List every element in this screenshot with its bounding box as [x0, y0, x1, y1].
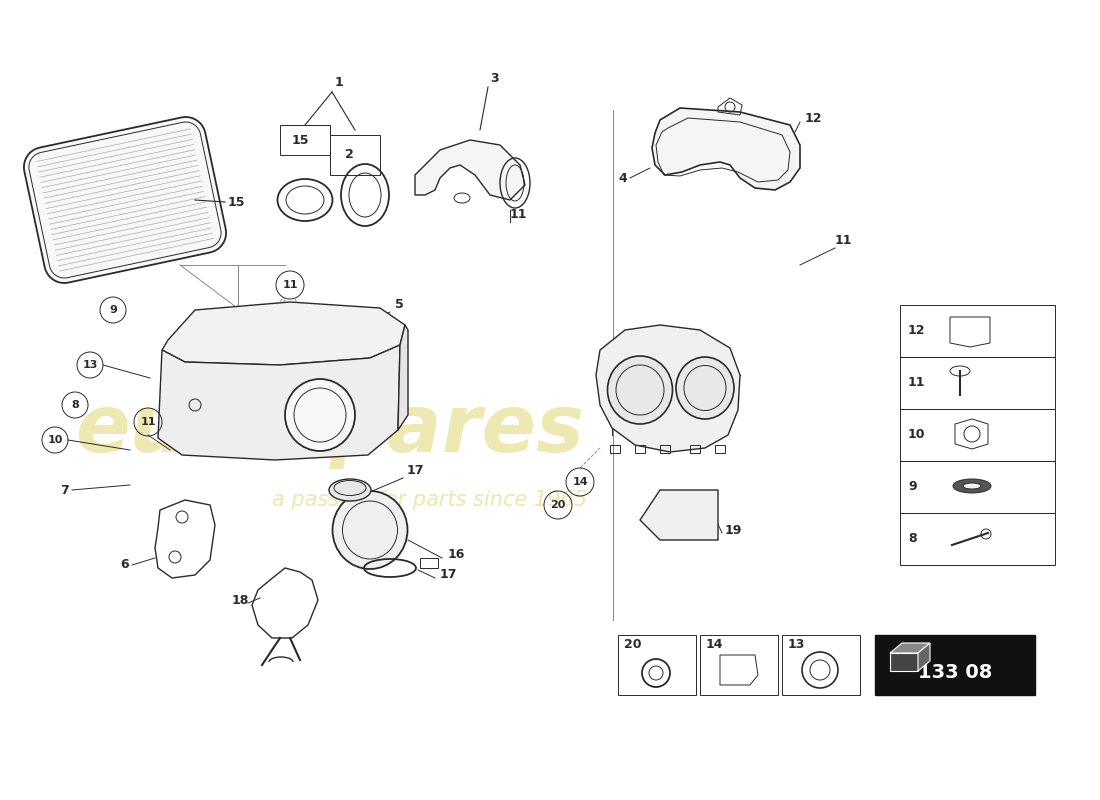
Bar: [618, 635, 696, 695]
Text: eurospares: eurospares: [76, 391, 584, 469]
Text: 15: 15: [228, 195, 245, 209]
Text: 8: 8: [908, 533, 916, 546]
Bar: [900, 357, 1055, 409]
Text: 10: 10: [908, 429, 925, 442]
Text: 5: 5: [395, 298, 404, 311]
Text: 11: 11: [283, 280, 298, 290]
Text: 8: 8: [72, 400, 79, 410]
Polygon shape: [640, 490, 718, 540]
Text: 2: 2: [345, 149, 354, 162]
Bar: [700, 635, 778, 695]
Polygon shape: [918, 643, 930, 671]
Text: a passion for parts since 1965: a passion for parts since 1965: [273, 490, 587, 510]
Ellipse shape: [962, 483, 981, 489]
Text: 18: 18: [232, 594, 250, 606]
Polygon shape: [162, 302, 405, 365]
Ellipse shape: [953, 479, 991, 493]
Text: 11: 11: [835, 234, 852, 246]
Polygon shape: [24, 117, 227, 283]
Bar: [900, 513, 1055, 565]
Text: 133 08: 133 08: [917, 663, 992, 682]
Text: 16: 16: [448, 549, 465, 562]
Bar: [900, 409, 1055, 461]
Bar: [420, 558, 438, 568]
Text: 9: 9: [908, 481, 916, 494]
Bar: [900, 461, 1055, 513]
Text: 11: 11: [510, 209, 528, 222]
Bar: [280, 125, 330, 155]
Text: 20: 20: [550, 500, 565, 510]
Text: 17: 17: [440, 569, 458, 582]
Polygon shape: [890, 653, 918, 671]
Polygon shape: [398, 325, 408, 430]
Ellipse shape: [332, 491, 407, 569]
Text: 3: 3: [490, 71, 498, 85]
Text: 9: 9: [109, 305, 117, 315]
Bar: [715, 445, 725, 453]
Text: 19: 19: [725, 523, 742, 537]
Bar: [660, 445, 670, 453]
Text: 11: 11: [908, 377, 925, 390]
Polygon shape: [596, 325, 740, 452]
Polygon shape: [652, 108, 800, 190]
Text: 12: 12: [908, 325, 925, 338]
Bar: [782, 635, 860, 695]
Text: 7: 7: [60, 483, 68, 497]
Bar: [330, 135, 380, 175]
Bar: [900, 305, 1055, 357]
Text: 15: 15: [292, 134, 309, 146]
Ellipse shape: [676, 357, 734, 419]
Ellipse shape: [285, 379, 355, 451]
Text: 13: 13: [82, 360, 98, 370]
Ellipse shape: [329, 479, 371, 501]
Bar: [874, 635, 1035, 695]
Text: 11: 11: [141, 417, 156, 427]
Text: 6: 6: [120, 558, 129, 571]
Ellipse shape: [607, 356, 672, 424]
Text: 17: 17: [407, 463, 425, 477]
Text: 14: 14: [706, 638, 724, 651]
Polygon shape: [415, 140, 525, 200]
Text: 13: 13: [788, 638, 805, 651]
Bar: [635, 445, 645, 453]
Text: 20: 20: [624, 638, 641, 651]
Text: 12: 12: [805, 111, 823, 125]
Polygon shape: [890, 643, 930, 653]
Bar: [610, 445, 620, 453]
Polygon shape: [158, 345, 400, 460]
Text: 10: 10: [47, 435, 63, 445]
Bar: [690, 445, 700, 453]
Text: 4: 4: [618, 171, 627, 185]
Text: 1: 1: [336, 75, 343, 89]
Text: 14: 14: [572, 477, 587, 487]
